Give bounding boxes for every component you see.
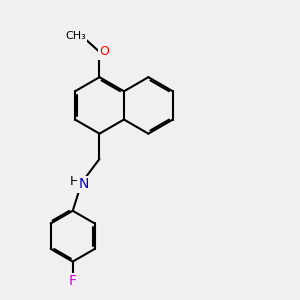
Text: F: F [69, 274, 77, 288]
Text: N: N [79, 177, 89, 191]
Text: H: H [70, 175, 79, 188]
Text: CH₃: CH₃ [65, 31, 86, 40]
Text: O: O [99, 45, 109, 58]
